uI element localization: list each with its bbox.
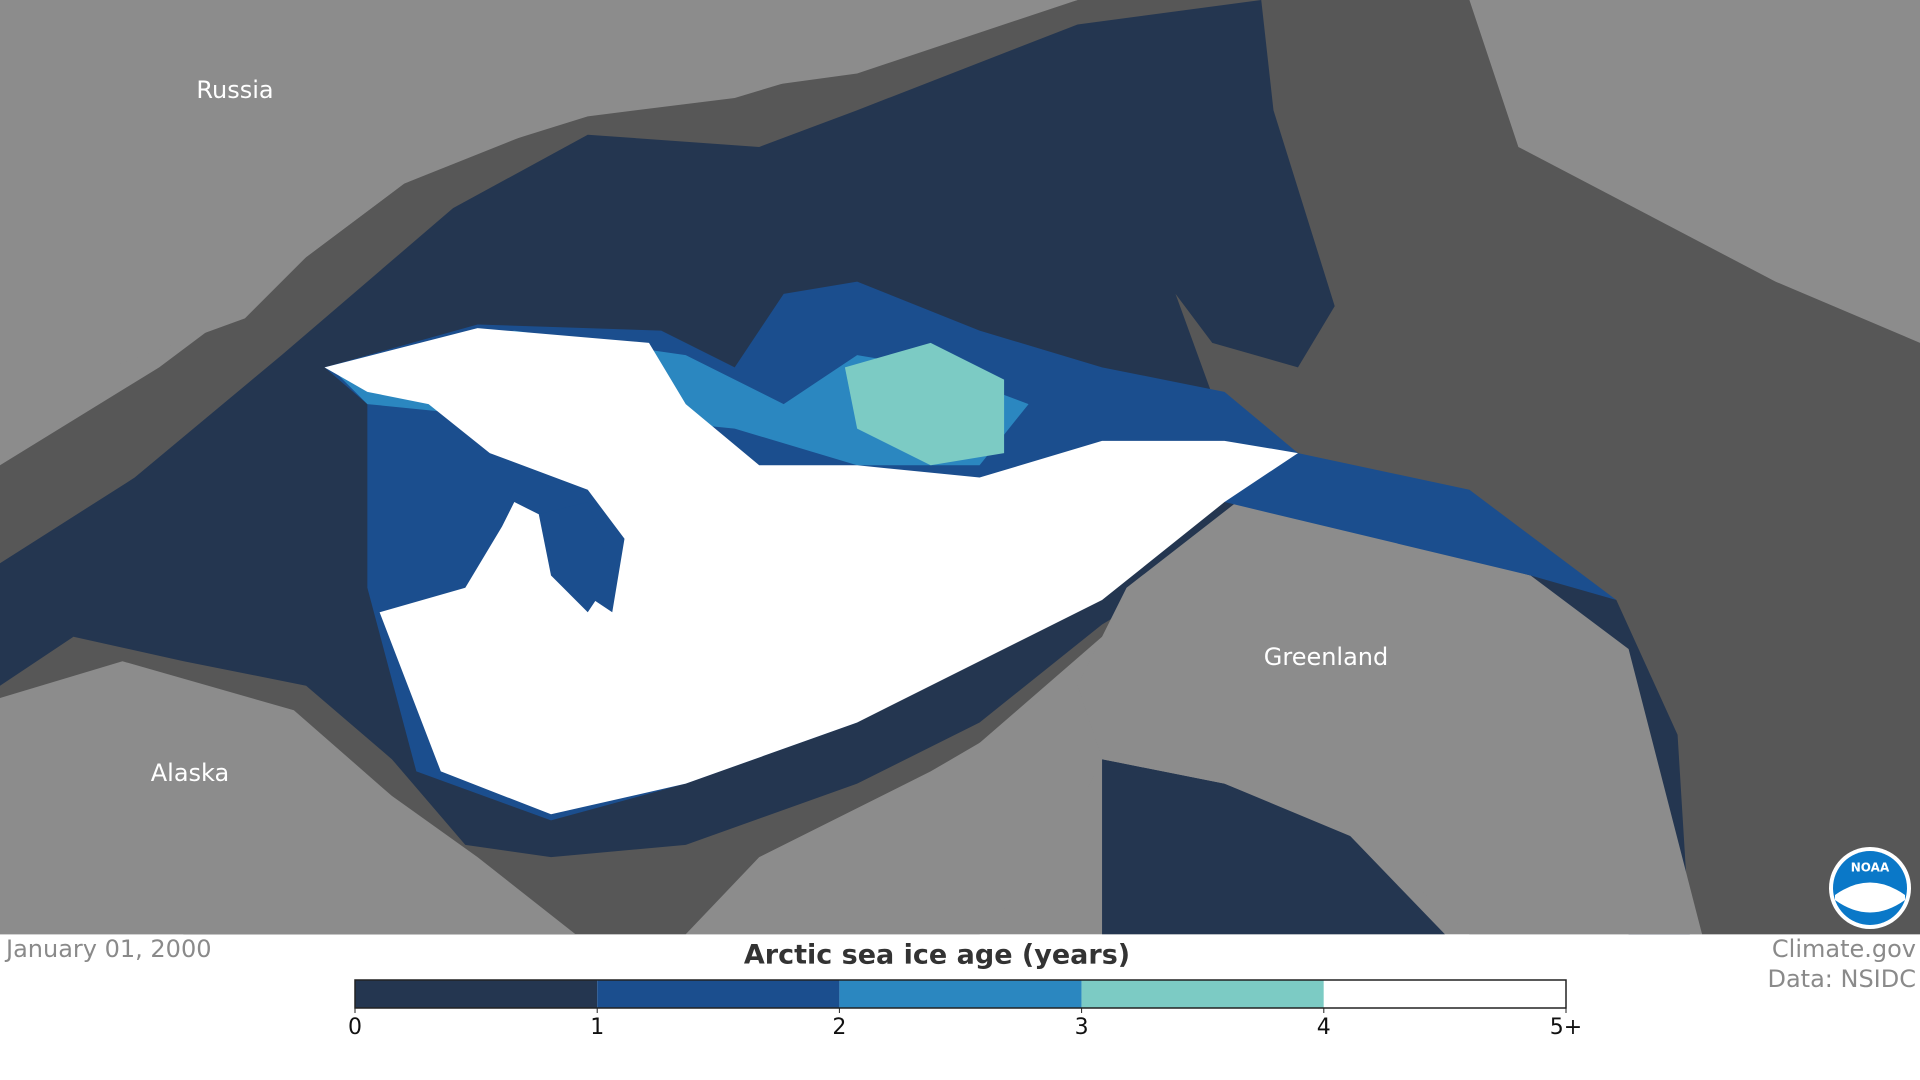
color-segment [1081,980,1324,1008]
colorbar: 0 1 2 3 4 5+ [348,979,1582,1040]
credit: Climate.gov [1772,935,1916,963]
alaska-land [0,661,576,935]
ocean-south [1102,759,1445,935]
date: January 01, 2000 [4,935,212,963]
tick-label: 2 [832,1015,846,1040]
logo-text: NOAA [1851,861,1890,875]
map-labels: Russia Alaska Greenland [151,76,1388,787]
noaa-logo: NOAA [1829,847,1911,929]
logo-gull [1835,882,1905,913]
ice-5yr [324,328,1298,815]
place-label: Russia [196,76,273,104]
map [0,0,1920,935]
tick-label: 4 [1317,1015,1331,1040]
color-segment [839,980,1082,1008]
ice-young [538,502,613,613]
tick-label: 1 [590,1015,604,1040]
greenland-land [1077,502,1703,935]
canada-land [685,685,1103,935]
tick-label: 3 [1075,1015,1089,1040]
color-segment [355,980,598,1008]
russia-land [0,0,1078,392]
colorbar-frame [354,979,1567,1009]
color-segment [597,980,840,1008]
ice-4yr [844,342,1005,466]
place-label: Alaska [151,759,229,787]
tick-label: 5+ [1550,1015,1582,1040]
source: Data: NSIDC [1767,965,1916,993]
color-segment [1323,980,1566,1008]
legend-title: Arctic sea ice age (years) [744,940,1130,971]
tick-label: 0 [348,1015,362,1040]
place-label: Greenland [1264,643,1389,671]
